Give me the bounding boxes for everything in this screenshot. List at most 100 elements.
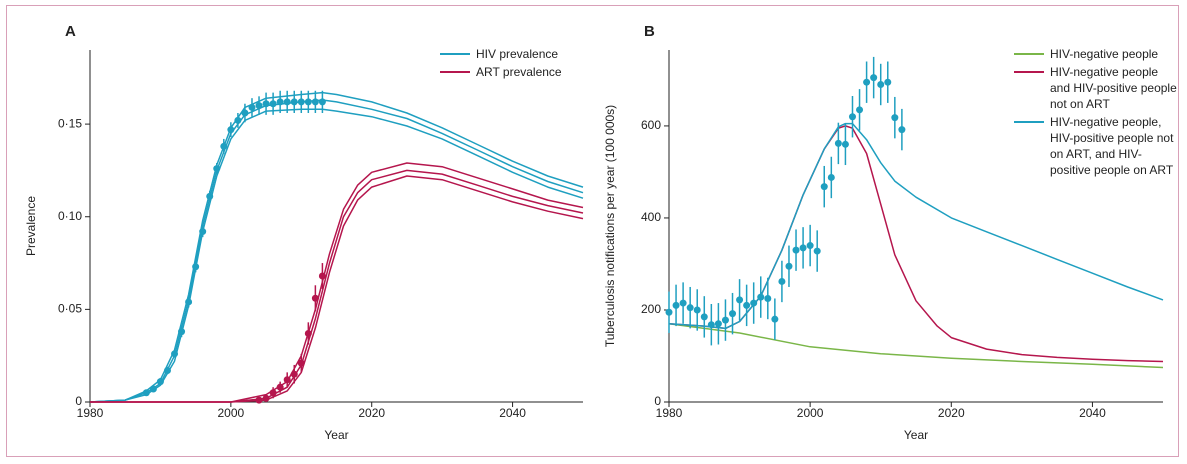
x-tick-label: 1980 — [77, 406, 104, 420]
legend-item: HIV prevalence — [440, 46, 580, 62]
y-tick-label: 0·05 — [58, 302, 82, 316]
x-axis-label: Year — [324, 428, 348, 442]
series-line — [90, 162, 584, 403]
data-point — [255, 396, 263, 404]
x-tick-label: 2040 — [1079, 406, 1106, 420]
data-point — [714, 320, 722, 328]
data-point — [262, 394, 270, 402]
x-tick-label: 2040 — [499, 406, 526, 420]
data-point — [806, 242, 814, 250]
data-point — [297, 359, 305, 367]
data-point — [665, 308, 673, 316]
data-point — [269, 389, 277, 397]
data-point — [870, 74, 878, 82]
data-point — [255, 102, 263, 110]
data-point — [743, 301, 751, 309]
data-point — [192, 263, 200, 271]
data-point — [877, 81, 885, 89]
data-point — [785, 262, 793, 270]
data-point — [700, 313, 708, 321]
data-point — [227, 126, 235, 134]
data-point — [757, 293, 765, 301]
data-point — [813, 247, 821, 255]
legend-swatch — [1014, 71, 1044, 73]
data-point — [792, 246, 800, 254]
data-point — [686, 304, 694, 312]
data-point — [721, 316, 729, 324]
data-point — [736, 296, 744, 304]
data-point — [206, 192, 214, 200]
series-line — [668, 323, 1164, 369]
y-tick-label: 0·15 — [58, 116, 82, 130]
data-point — [213, 165, 221, 173]
data-point — [679, 299, 687, 307]
y-axis-label: Prevalence — [24, 196, 38, 256]
legend-label: ART prevalence — [476, 65, 562, 79]
data-point — [283, 376, 291, 384]
data-point — [799, 244, 807, 252]
data-point — [276, 98, 284, 106]
x-tick-label: 2000 — [797, 406, 824, 420]
data-point — [848, 113, 856, 121]
data-point — [834, 139, 842, 147]
data-point — [178, 328, 186, 336]
frame — [6, 5, 1179, 457]
y-tick-label: 400 — [641, 210, 661, 224]
x-axis-label: Year — [904, 428, 928, 442]
series-line — [90, 175, 584, 403]
legend-item: ART prevalence — [440, 64, 580, 80]
data-point — [856, 106, 864, 114]
data-point — [304, 98, 312, 106]
legend: HIV prevalence ART prevalence — [440, 46, 580, 82]
data-point — [262, 100, 270, 108]
data-point — [707, 321, 715, 329]
data-point — [304, 329, 312, 337]
data-point — [297, 98, 305, 106]
data-point — [750, 299, 758, 307]
data-point — [290, 98, 298, 106]
y-tick-label: 0 — [75, 394, 82, 408]
data-point — [778, 277, 786, 285]
data-point — [283, 98, 291, 106]
x-tick-label: 2020 — [938, 406, 965, 420]
series-line — [89, 108, 584, 403]
legend-swatch — [440, 71, 470, 73]
data-point — [318, 272, 326, 280]
x-tick-label: 2000 — [218, 406, 245, 420]
y-tick-label: 0 — [654, 394, 661, 408]
data-point — [248, 103, 256, 111]
data-point — [693, 306, 701, 314]
data-point — [764, 294, 772, 302]
data-point — [311, 294, 319, 302]
data-point — [156, 378, 164, 386]
legend-label: HIV-negative people — [1050, 47, 1159, 61]
data-point — [311, 98, 319, 106]
data-point — [185, 298, 193, 306]
legend-swatch — [1014, 121, 1044, 123]
data-point — [269, 100, 277, 108]
data-point — [318, 98, 326, 106]
panel-label: B — [644, 23, 655, 40]
legend-label: HIV-negative people and HIV-positive peo… — [1050, 65, 1177, 111]
legend-label: HIV prevalence — [476, 47, 559, 61]
data-point — [276, 383, 284, 391]
data-point — [290, 370, 298, 378]
data-point — [891, 114, 899, 122]
data-point — [163, 367, 171, 375]
legend-item: HIV-negative people — [1014, 46, 1179, 62]
data-point — [149, 385, 157, 393]
series-line — [90, 169, 584, 403]
data-point — [171, 350, 179, 358]
y-axis-label: Tuberculosis notifications per year (100… — [603, 105, 617, 347]
data-point — [898, 126, 906, 134]
legend: HIV-negative people HIV-negative people a… — [1014, 46, 1179, 180]
data-point — [884, 78, 892, 86]
legend-label: HIV-negative people, HIV-positive people… — [1050, 115, 1174, 177]
data-point — [827, 173, 835, 181]
data-point — [241, 109, 249, 117]
data-point — [672, 301, 680, 309]
panel-label: A — [65, 23, 76, 40]
x-tick-label: 1980 — [656, 406, 683, 420]
